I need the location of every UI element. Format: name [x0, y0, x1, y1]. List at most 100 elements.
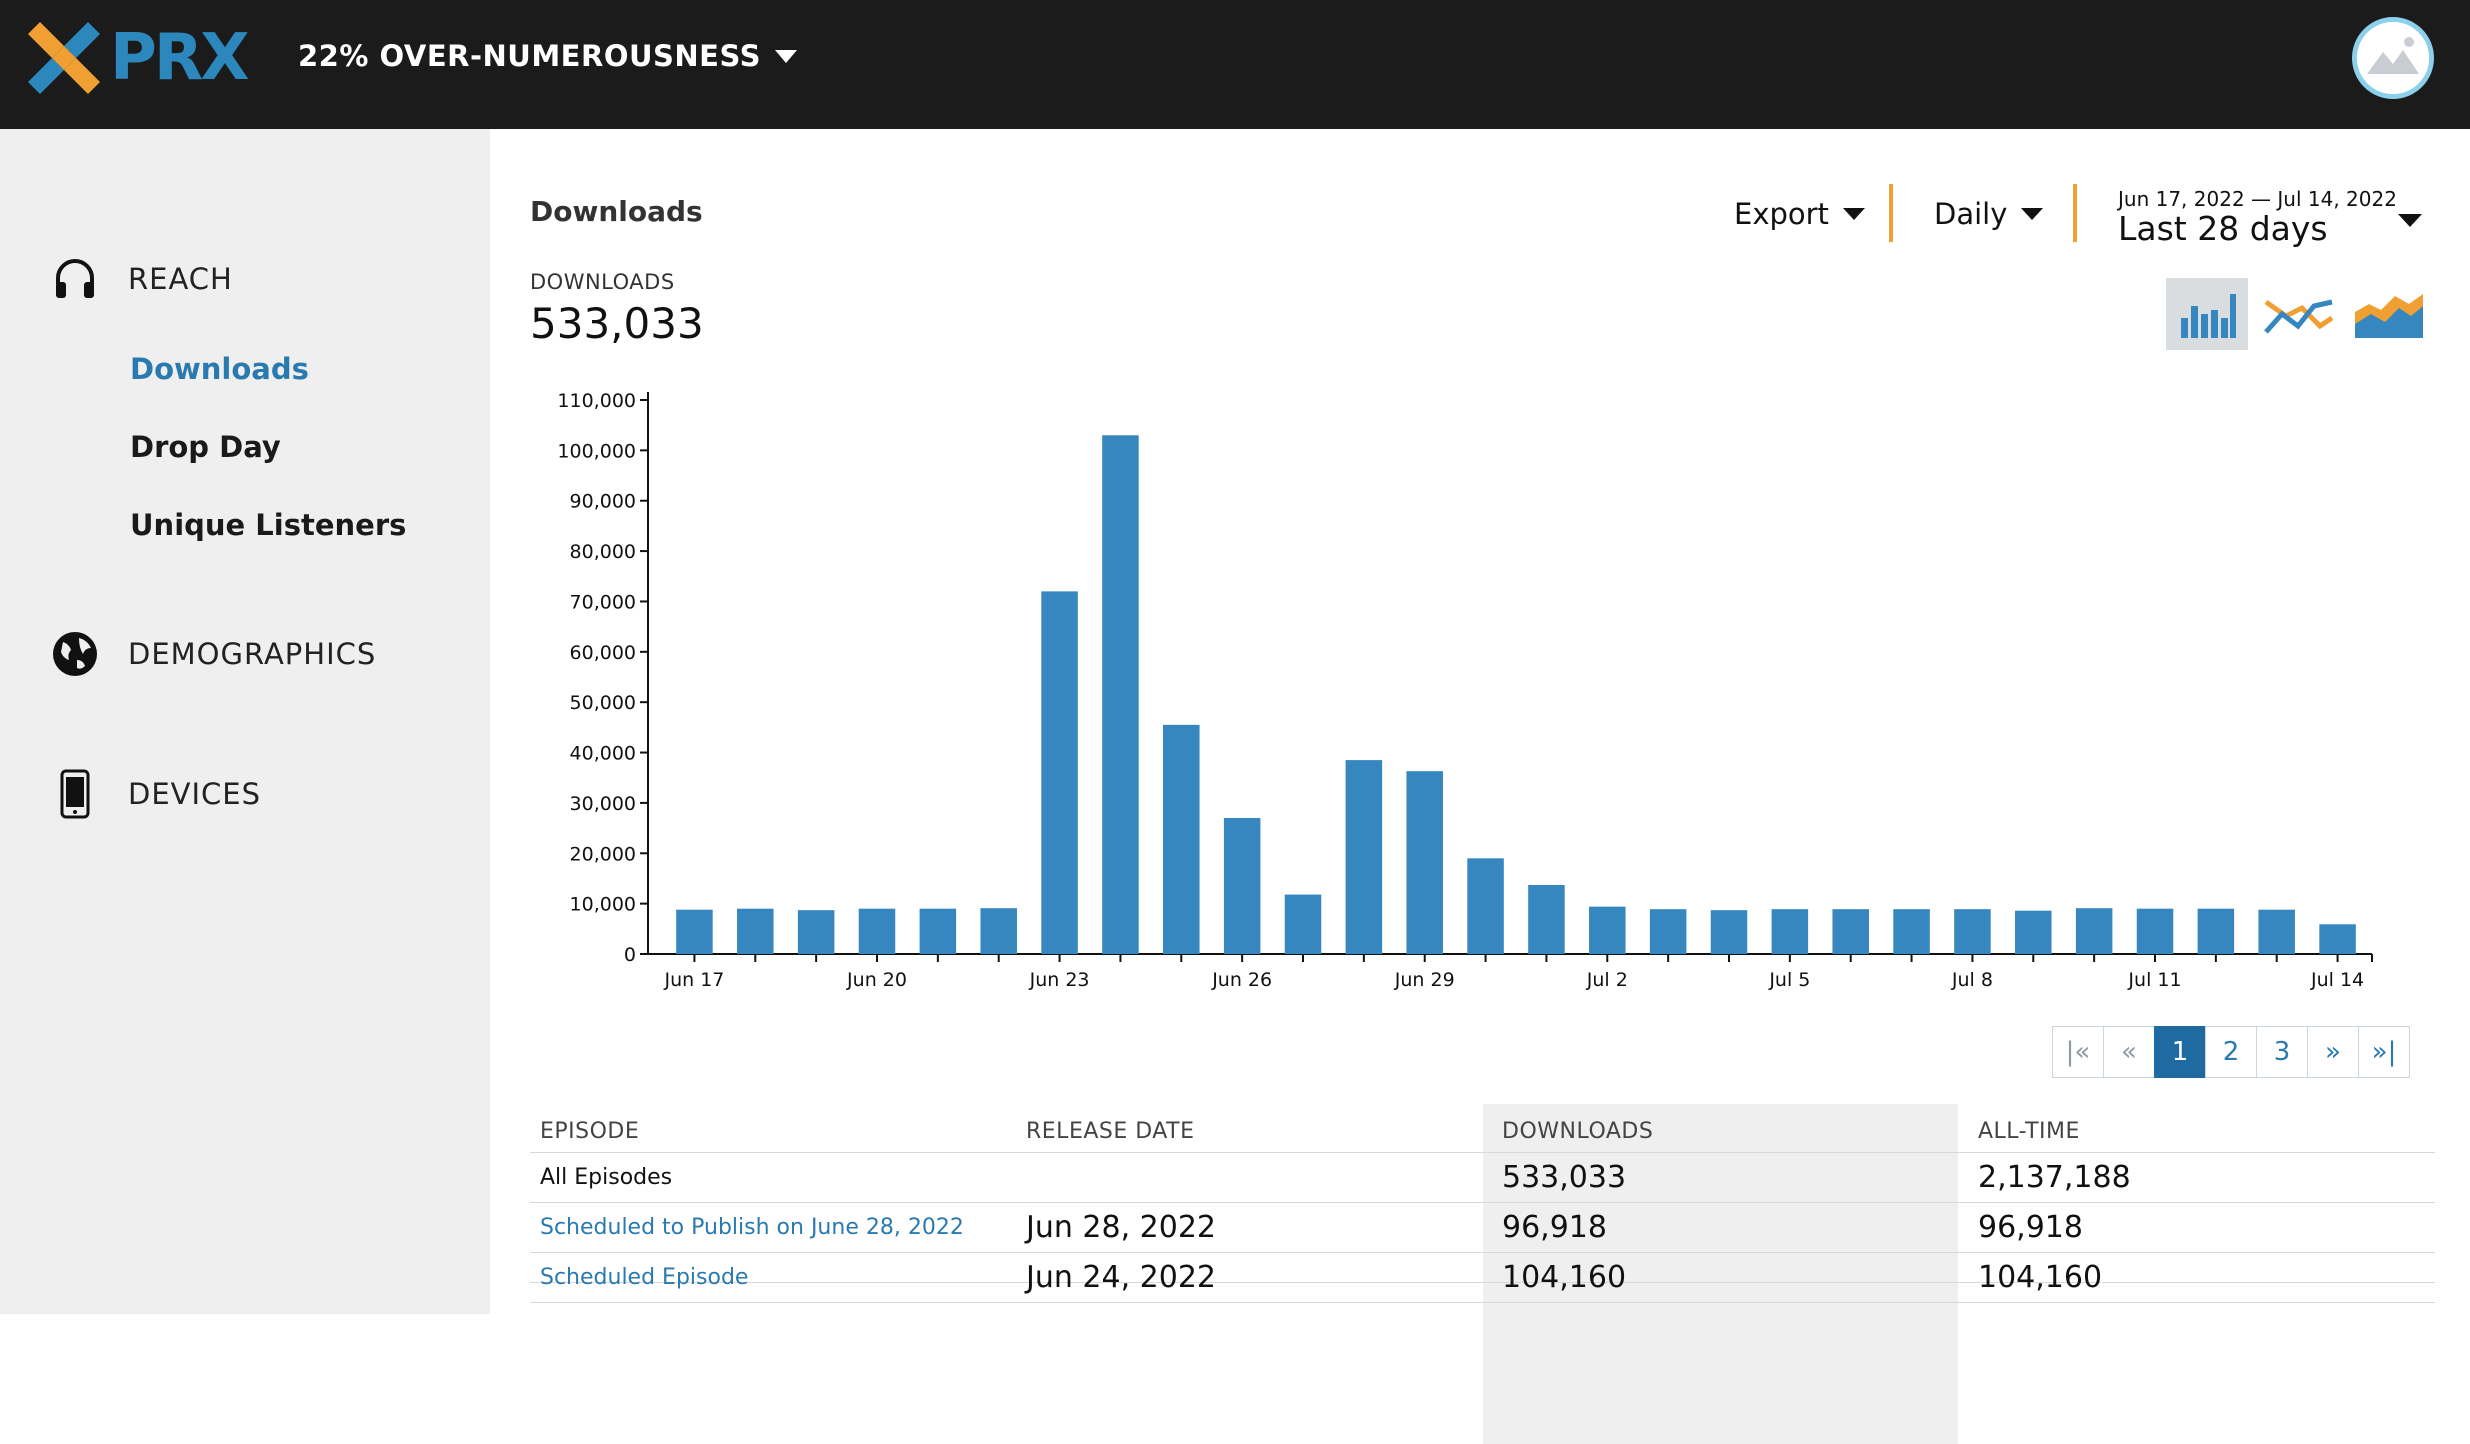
page-2-button[interactable]: 2	[2205, 1026, 2257, 1078]
nav-section-label: DEMOGRAPHICS	[128, 637, 377, 671]
avatar-placeholder-icon	[2357, 22, 2429, 94]
divider	[2073, 184, 2077, 242]
y-tick-label: 50,000	[570, 692, 636, 714]
date-range-label[interactable]: Last 28 days	[2118, 209, 2328, 248]
row-divider	[530, 1202, 2435, 1203]
downloads-bar-chart: 0 10,000 20,000 30,000 40,000 50,000 60,000 70,…	[557, 390, 2373, 991]
bar	[1102, 435, 1139, 955]
x-tick-label: Jun 17	[663, 969, 724, 991]
bar	[1649, 909, 1687, 954]
nav-section-label: DEVICES	[128, 777, 262, 811]
podcast-title: 22% OVER-NUMEROUSNESS	[298, 39, 761, 73]
x-tick-label: Jul 8	[1951, 969, 1993, 991]
bar-chart-button[interactable]	[2166, 278, 2248, 350]
x-tick-label: Jul 11	[2127, 969, 2181, 991]
x-tick-label: Jun 26	[1211, 969, 1272, 991]
prx-x-icon	[28, 22, 100, 94]
alltime-value: 96,918	[1978, 1209, 2083, 1245]
episode-link[interactable]: Scheduled Episode	[540, 1264, 749, 1290]
chevron-down-icon[interactable]	[2398, 214, 2422, 227]
bar	[980, 908, 1017, 954]
y-tick-label: 110,000	[557, 390, 636, 412]
column-header-episode[interactable]: EPISODE	[540, 1118, 640, 1144]
logo-wordmark: PRX	[110, 21, 250, 95]
area-chart-button[interactable]	[2348, 278, 2430, 350]
row-divider	[530, 1152, 2435, 1153]
export-label: Export	[1734, 197, 1829, 231]
y-tick-label: 30,000	[570, 793, 636, 815]
x-tick-label: Jun 20	[846, 969, 907, 991]
first-page-button[interactable]: |«	[2052, 1026, 2104, 1078]
downloads-value: 104,160	[1502, 1259, 1627, 1295]
nav-section-reach[interactable]: REACH	[50, 254, 233, 304]
column-header-all-time[interactable]: ALL-TIME	[1978, 1118, 2080, 1144]
downloads-value: 96,918	[1502, 1209, 1607, 1245]
table-row[interactable]: Scheduled to Publish on June 28, 2022 Ju…	[530, 1202, 2435, 1252]
x-tick-label: Jun 29	[1394, 969, 1455, 991]
bar	[797, 910, 835, 954]
bar	[737, 908, 774, 954]
episode-name: All Episodes	[540, 1164, 673, 1190]
nav-section-devices[interactable]: DEVICES	[50, 769, 261, 819]
chevron-down-icon	[774, 49, 797, 63]
row-divider	[530, 1282, 2435, 1283]
last-page-button[interactable]: »|	[2358, 1026, 2410, 1078]
chevron-down-icon	[1842, 208, 1865, 220]
bar	[2258, 909, 2295, 954]
x-tick-label: Jun 23	[1029, 969, 1090, 991]
bar	[1954, 909, 1991, 954]
bar	[2197, 908, 2235, 954]
podcast-selector[interactable]: 22% OVER-NUMEROUSNESS	[298, 36, 797, 76]
bar	[919, 908, 957, 954]
episode-link[interactable]: Scheduled to Publish on June 28, 2022	[540, 1214, 964, 1240]
line-chart-button[interactable]	[2258, 278, 2340, 350]
bar	[858, 908, 896, 954]
date-range-dates[interactable]: Jun 17, 2022 — Jul 14, 2022	[2118, 187, 2397, 211]
column-header-release-date[interactable]: RELEASE DATE	[1026, 1118, 1195, 1144]
release-date: Jun 24, 2022	[1026, 1259, 1217, 1295]
downloads-value: 533,033	[1502, 1159, 1627, 1195]
pagination: |« « 1 2 3 » »|	[2052, 1026, 2410, 1078]
bar	[2075, 908, 2113, 954]
sidebar-item-unique-listeners[interactable]: Unique Listeners	[130, 508, 407, 542]
page-1-button[interactable]: 1	[2154, 1026, 2206, 1078]
bar	[1467, 858, 1504, 954]
export-dropdown[interactable]: Export	[1734, 197, 1865, 231]
y-tick-label: 20,000	[570, 843, 636, 865]
bar	[1710, 910, 1748, 954]
page-3-button[interactable]: 3	[2256, 1026, 2308, 1078]
release-date: Jun 28, 2022	[1026, 1209, 1217, 1245]
main-content: Downloads DOWNLOADS 533,033 Export Daily…	[490, 129, 2470, 1444]
y-tick-label: 70,000	[570, 591, 636, 613]
line-chart-icon	[2264, 299, 2334, 334]
user-avatar[interactable]	[2352, 17, 2434, 99]
phone-icon	[50, 769, 100, 819]
y-tick-label: 40,000	[570, 743, 636, 765]
headphones-icon	[50, 254, 100, 304]
interval-label: Daily	[1934, 197, 2008, 231]
bar	[1284, 894, 1322, 954]
sidebar-item-downloads[interactable]: Downloads	[130, 352, 309, 386]
table-row[interactable]: All Episodes 533,033 2,137,188	[530, 1152, 2435, 1202]
bar	[2015, 910, 2052, 954]
bar	[2319, 924, 2356, 954]
sidebar: REACH Downloads Drop Day Unique Listener…	[0, 129, 490, 1314]
sidebar-item-drop-day[interactable]: Drop Day	[130, 430, 281, 464]
total-downloads-label: DOWNLOADS	[530, 270, 675, 294]
bar	[1223, 818, 1261, 954]
bar	[1528, 885, 1565, 954]
row-divider	[530, 1302, 2435, 1303]
nav-section-label: REACH	[128, 262, 233, 296]
nav-section-demographics[interactable]: DEMOGRAPHICS	[50, 629, 376, 679]
bar	[1345, 760, 1383, 954]
next-page-button[interactable]: »	[2307, 1026, 2359, 1078]
top-bar: PRX 22% OVER-NUMEROUSNESS	[0, 0, 2470, 129]
bar	[1771, 909, 1809, 954]
prev-page-button[interactable]: «	[2103, 1026, 2155, 1078]
interval-dropdown[interactable]: Daily	[1934, 197, 2044, 231]
table-row[interactable]: Scheduled Episode Jun 24, 2022 104,160 1…	[530, 1252, 2435, 1302]
column-header-downloads[interactable]: DOWNLOADS	[1502, 1118, 1654, 1144]
globe-icon	[50, 629, 100, 679]
prx-logo[interactable]: PRX	[28, 22, 258, 94]
bar	[1893, 909, 1930, 954]
